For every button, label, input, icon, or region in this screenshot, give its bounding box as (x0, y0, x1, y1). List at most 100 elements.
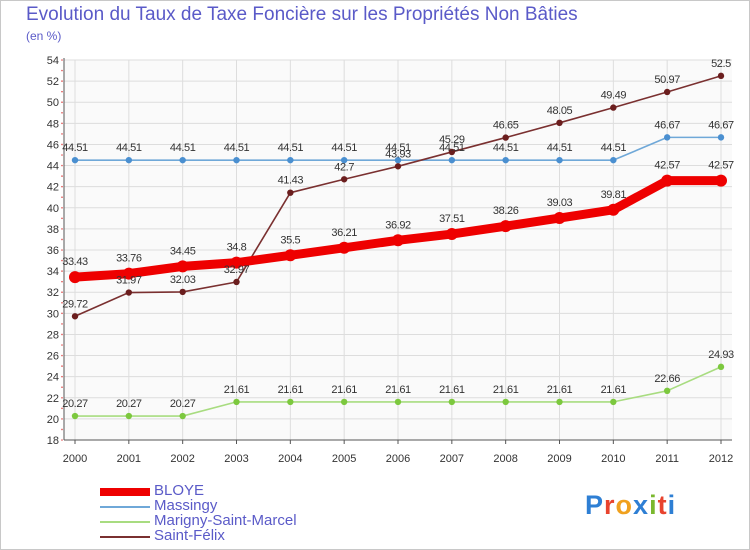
data-point-bloye (69, 271, 81, 284)
data-label-bloye: 34.8 (227, 242, 247, 254)
data-point-saint-felix (448, 148, 456, 156)
data-label-saint-felix: 42.7 (334, 161, 354, 173)
data-label-massingy: 44.51 (62, 142, 88, 154)
data-label-bloye: 34.45 (170, 245, 196, 257)
data-point-bloye (661, 174, 674, 187)
data-label-marigny-saint-marcel: 21.61 (331, 384, 357, 396)
data-label-marigny-saint-marcel: 21.61 (493, 384, 519, 396)
data-label-saint-felix: 52.5 (711, 58, 731, 70)
data-point-bloye (284, 249, 297, 262)
y-minor-tick (61, 396, 63, 399)
y-tick-label: 26 (47, 351, 59, 363)
data-label-marigny-saint-marcel: 21.61 (224, 384, 250, 396)
data-label-massingy: 44.51 (385, 142, 411, 154)
y-minor-tick (61, 280, 63, 283)
chart-title: Evolution du Taux de Taxe Foncière sur l… (26, 4, 578, 25)
y-minor-tick (61, 185, 63, 188)
y-tick-label: 36 (47, 245, 59, 257)
legend-swatch (100, 506, 150, 508)
data-label-marigny-saint-marcel: 20.27 (170, 398, 196, 410)
data-point-saint-felix (663, 88, 671, 96)
y-tick-label: 30 (47, 308, 59, 320)
axes: 18 20 22 24 26 28 30 32 34 36 38 40 42 44 46 48 50 52 54 20… (47, 55, 733, 465)
y-minor-tick (61, 365, 63, 367)
y-tick-label: 52 (47, 76, 59, 88)
data-point-bloye (445, 228, 458, 241)
data-point-saint-felix (71, 313, 79, 320)
data-label-bloye: 39.03 (547, 197, 573, 209)
data-point-saint-felix (556, 119, 563, 127)
data-label-marigny-saint-marcel: 21.61 (439, 384, 465, 396)
data-label-bloye: 36.21 (331, 227, 357, 239)
data-point-marigny-saint-marcel (125, 412, 133, 420)
x-tick-label: 2007 (440, 453, 464, 465)
data-point-massingy (610, 156, 617, 164)
y-tick-label: 40 (47, 203, 59, 215)
y-minor-tick (61, 418, 63, 420)
x-tick-label: 2005 (332, 453, 356, 465)
data-label-marigny-saint-marcel: 21.61 (601, 384, 627, 396)
data-label-marigny-saint-marcel: 20.27 (62, 398, 88, 410)
legend-swatch (100, 521, 150, 523)
data-point-saint-felix (394, 163, 402, 170)
y-minor-tick (61, 206, 63, 209)
data-label-bloye: 37.51 (439, 213, 465, 225)
data-point-saint-felix (179, 288, 186, 296)
data-point-bloye (230, 256, 243, 269)
data-label-marigny-saint-marcel: 21.61 (385, 384, 411, 396)
data-label-marigny-saint-marcel: 21.61 (547, 384, 573, 396)
data-label-bloye: 42.57 (654, 160, 680, 172)
y-minor-tick (61, 111, 63, 114)
y-minor-tick (61, 101, 63, 104)
data-label-marigny-saint-marcel: 21.61 (278, 384, 304, 396)
data-point-bloye (176, 260, 189, 273)
x-tick-label: 2002 (170, 453, 194, 465)
x-tick-label: 2003 (224, 453, 248, 465)
legend-label: Massingy (154, 497, 218, 514)
y-minor-tick (61, 428, 63, 431)
data-point-massingy (663, 134, 671, 141)
y-tick-label: 38 (47, 224, 59, 236)
data-label-massingy: 44.51 (331, 142, 357, 154)
data-point-massingy (125, 156, 133, 164)
data-point-saint-felix (717, 72, 725, 80)
y-minor-tick (61, 238, 63, 241)
logo-letter: x (633, 490, 650, 520)
data-label-saint-felix: 32.03 (170, 274, 196, 286)
y-minor-tick (61, 133, 63, 135)
data-label-massingy: 44.51 (601, 142, 627, 154)
data-label-massingy: 46.67 (708, 119, 734, 131)
x-tick-label: 2006 (386, 453, 410, 465)
line-chart: 18 20 22 24 26 28 30 32 34 36 38 40 42 44 46 48 50 52 54 20… (47, 55, 735, 465)
y-minor-tick (61, 259, 63, 262)
data-point-marigny-saint-marcel (556, 398, 563, 406)
y-minor-tick (61, 375, 63, 378)
legend-label: Marigny-Saint-Marcel (154, 512, 297, 529)
data-point-marigny-saint-marcel (663, 387, 671, 395)
y-tick-label: 42 (47, 182, 59, 194)
y-minor-tick (61, 301, 63, 304)
data-label-massingy: 44.51 (170, 142, 196, 154)
y-minor-tick (61, 59, 63, 61)
data-point-marigny-saint-marcel (610, 398, 617, 406)
data-point-massingy (179, 156, 186, 164)
y-minor-tick (61, 154, 63, 156)
data-point-massingy (556, 156, 563, 164)
data-point-saint-felix (340, 176, 348, 183)
data-point-marigny-saint-marcel (502, 398, 509, 406)
data-label-saint-felix: 45.29 (439, 134, 465, 146)
x-tick-label: 2001 (117, 453, 141, 465)
y-minor-tick (61, 323, 63, 325)
data-point-bloye (122, 267, 135, 280)
y-minor-tick (61, 291, 63, 294)
data-labels: 44.51 44.51 44.51 44.51 44.51 44.51 44.51 44.51… (62, 58, 734, 410)
y-minor-tick (61, 228, 63, 230)
data-label-saint-felix: 50.97 (654, 74, 680, 86)
y-minor-tick (61, 80, 63, 82)
data-label-saint-felix: 48.05 (547, 105, 573, 117)
data-point-massingy (448, 156, 456, 164)
data-label-massingy: 44.51 (224, 142, 250, 154)
data-point-massingy (502, 156, 509, 164)
y-tick-label: 34 (47, 266, 59, 278)
y-minor-tick (61, 175, 63, 177)
